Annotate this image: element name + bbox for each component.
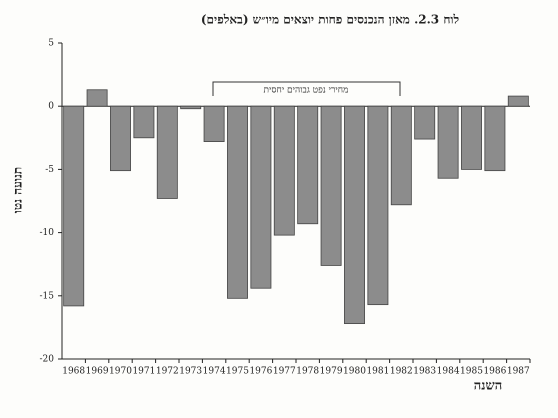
x-tick-label: 1986 bbox=[483, 367, 506, 377]
bar bbox=[86, 89, 108, 107]
bar bbox=[437, 105, 459, 179]
bar bbox=[180, 105, 202, 110]
y-tick-label: -5 bbox=[45, 165, 54, 175]
bar bbox=[390, 105, 412, 206]
bar bbox=[507, 95, 529, 107]
bar bbox=[133, 105, 155, 139]
bar bbox=[110, 105, 131, 172]
x-tick-label: 1972 bbox=[156, 367, 179, 377]
bar bbox=[273, 105, 295, 236]
x-tick-label: 1985 bbox=[460, 367, 483, 377]
bar bbox=[250, 105, 272, 289]
bar bbox=[484, 105, 506, 172]
x-tick-label: 1970 bbox=[109, 367, 132, 377]
chart-title: לוח 2.3. מאזן הנכנסים פחות יוצאים מיו״ש … bbox=[201, 13, 459, 27]
x-tick-label: 1983 bbox=[413, 367, 436, 377]
bar bbox=[367, 105, 389, 306]
y-tick-label: -20 bbox=[40, 355, 55, 365]
x-tick-label: 1973 bbox=[179, 367, 202, 377]
y-tick-label: -15 bbox=[40, 291, 55, 301]
bar bbox=[414, 105, 436, 140]
x-tick-label: 1981 bbox=[366, 367, 389, 377]
x-tick-label: 1980 bbox=[343, 367, 366, 377]
x-tick-label: 1979 bbox=[320, 367, 343, 377]
y-tick-label: 5 bbox=[48, 39, 54, 49]
x-tick-label: 1982 bbox=[390, 367, 413, 377]
x-tick-label: 1984 bbox=[437, 367, 460, 377]
bar bbox=[297, 105, 319, 225]
x-tick-label: 1987 bbox=[507, 367, 530, 377]
x-tick-label: 1978 bbox=[296, 367, 319, 377]
bar bbox=[203, 105, 225, 142]
x-axis-label: השנה bbox=[474, 379, 502, 394]
bar bbox=[461, 105, 482, 170]
bar bbox=[227, 105, 248, 299]
annotation-bracket bbox=[212, 81, 401, 96]
bar bbox=[320, 105, 342, 266]
bar bbox=[156, 105, 178, 199]
x-tick-label: 1976 bbox=[249, 367, 272, 377]
x-tick-label: 1975 bbox=[226, 367, 249, 377]
x-tick-label: 1969 bbox=[86, 367, 109, 377]
bar bbox=[344, 105, 365, 325]
bar bbox=[63, 105, 85, 307]
x-tick-label: 1977 bbox=[273, 367, 296, 377]
x-tick-label: 1974 bbox=[203, 367, 226, 377]
annotation: מחירי נפט גבוהים יחסית bbox=[264, 86, 349, 96]
y-axis-label: תנועה נטו bbox=[11, 167, 25, 213]
x-tick-label: 1968 bbox=[62, 367, 85, 377]
y-tick-label: -10 bbox=[40, 228, 55, 238]
x-tick-label: 1971 bbox=[132, 367, 155, 377]
y-tick-label: 0 bbox=[48, 102, 54, 112]
